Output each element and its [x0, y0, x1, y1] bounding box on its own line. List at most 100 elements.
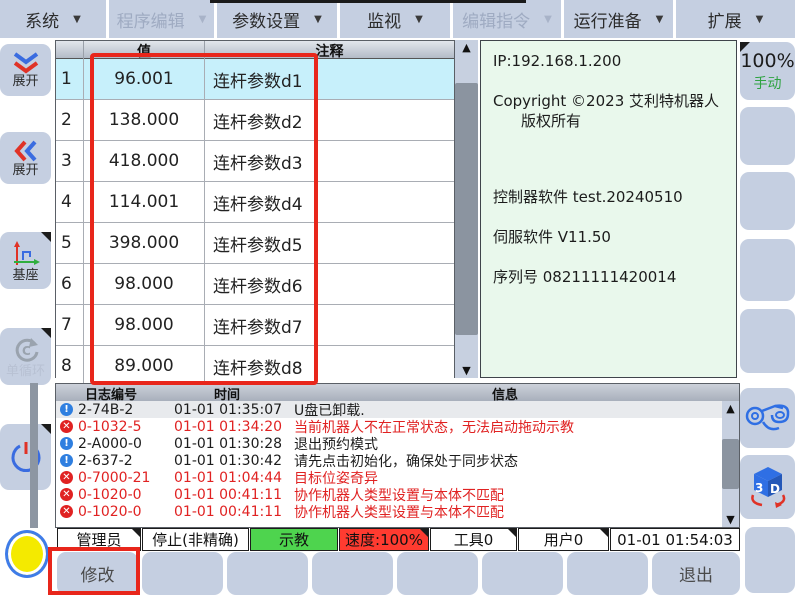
param-value[interactable]: 96.001: [84, 59, 205, 99]
row-index: 6: [56, 264, 84, 304]
log-time: 01-01 00:41:11: [174, 486, 283, 503]
table-row[interactable]: 7 98.000 连杆参数d7: [56, 305, 454, 346]
scrollbar-thumb[interactable]: [722, 439, 739, 489]
param-comment: 连杆参数d8: [213, 358, 303, 379]
base-coordinate-icon: [13, 240, 40, 265]
status-user-level[interactable]: 管理员: [57, 528, 141, 551]
view-3d-button[interactable]: 3 D: [740, 455, 795, 519]
log-message: 目标位姿奇异: [294, 470, 378, 487]
chevron-down-icon: ▼: [198, 13, 207, 25]
speed-mode-button[interactable]: 100% 手动: [740, 42, 795, 100]
log-row[interactable]: ! 2-A000-0 01-01 01:30:28 退出预约模式: [56, 435, 739, 453]
controller-software-version: 控制器软件 test.20240510: [493, 188, 683, 206]
param-value[interactable]: 398.000: [84, 223, 205, 263]
log-time: 01-01 01:04:44: [174, 469, 283, 486]
scrollbar-thumb[interactable]: [455, 83, 478, 335]
function-button-2[interactable]: [142, 552, 223, 595]
right-toolbar-button-empty-2[interactable]: [740, 172, 795, 230]
status-teach-mode[interactable]: 示教: [250, 528, 338, 551]
log-row[interactable]: ! 2-74B-2 01-01 01:35:07 U盘已卸载.: [56, 401, 739, 419]
menu-system[interactable]: 系统 ▼: [0, 0, 106, 38]
modify-button[interactable]: 修改: [57, 552, 138, 595]
log-row[interactable]: ! 2-637-2 01-01 01:30:42 请先点击初始化，确保处于同步状…: [56, 452, 739, 470]
function-button-4[interactable]: [312, 552, 393, 595]
param-value[interactable]: 98.000: [84, 264, 205, 304]
serial-number: 序列号 08211111420014: [493, 268, 677, 286]
scroll-up-icon[interactable]: ▲: [462, 41, 471, 54]
menu-label: 编辑指令: [462, 11, 531, 32]
base-frame-button[interactable]: 基座: [0, 232, 51, 289]
status-motion-state[interactable]: 停止(非精确): [142, 528, 249, 551]
param-value[interactable]: 98.000: [84, 305, 205, 345]
robot-hand-icon: [745, 404, 789, 431]
status-user-frame[interactable]: 用户0: [518, 528, 609, 551]
table-row[interactable]: 2 138.000 连杆参数d2: [56, 100, 454, 141]
function-button-5[interactable]: [397, 552, 478, 595]
status-datetime-label: 01-01 01:54:03: [617, 530, 733, 549]
table-row[interactable]: 8 89.000 连杆参数d8: [56, 346, 454, 387]
chevron-down-icon: ▼: [544, 13, 552, 25]
param-value[interactable]: 138.000: [84, 100, 205, 140]
log-scrollbar[interactable]: ▲ ▼: [722, 401, 739, 527]
log-header-time: 时间: [213, 388, 240, 403]
expand-left-button[interactable]: 展开: [0, 132, 51, 184]
scroll-down-icon[interactable]: ▼: [462, 364, 471, 377]
corner-options-icon: [132, 529, 140, 537]
3d-view-icon: 3 D: [750, 467, 785, 508]
row-index: 2: [56, 100, 84, 140]
power-button[interactable]: [0, 424, 51, 490]
chevron-down-icon: ▼: [755, 13, 764, 25]
log-message: 协作机器人类型设置与本体不匹配: [294, 504, 504, 521]
log-time: 01-01 01:34:20: [174, 418, 283, 435]
log-code: 0-1020-0: [78, 503, 142, 520]
status-tool[interactable]: 工具0: [430, 528, 517, 551]
log-header-code: 日志编号: [84, 388, 137, 403]
param-comment: 连杆参数d5: [213, 235, 303, 256]
function-button-7[interactable]: [567, 552, 648, 595]
power-icon: [11, 442, 40, 473]
function-button-3[interactable]: [227, 552, 308, 595]
chevron-down-icon: ▼: [655, 13, 664, 25]
double-chevron-left-icon: [13, 140, 36, 162]
table-row[interactable]: 1 96.001 连杆参数d1: [56, 59, 454, 100]
log-splitter-handle[interactable]: [30, 383, 38, 528]
right-toolbar-button-empty-5[interactable]: [745, 527, 795, 593]
expand-down-button[interactable]: 展开: [0, 44, 51, 96]
table-row[interactable]: 3 418.000 连杆参数d3: [56, 141, 454, 182]
table-row[interactable]: 6 98.000 连杆参数d6: [56, 264, 454, 305]
drag-teach-button[interactable]: [740, 388, 795, 448]
table-row[interactable]: 5 398.000 连杆参数d5: [56, 223, 454, 264]
log-row[interactable]: ✕ 0-7000-21 01-01 01:04:44 目标位姿奇异: [56, 469, 739, 487]
status-speed[interactable]: 速度:100%: [339, 528, 429, 551]
parameter-table-scrollbar[interactable]: ▲ ▼: [455, 40, 478, 378]
right-toolbar-button-empty-4[interactable]: [740, 309, 795, 373]
log-message: 当前机器人不在正常状态，无法启动拖动示教: [294, 419, 574, 436]
log-row[interactable]: ✕ 0-1020-0 01-01 00:41:11 协作机器人类型设置与本体不匹…: [56, 503, 739, 521]
parameter-table-header: 值 注释: [56, 41, 454, 61]
menu-run-prepare[interactable]: 运行准备 ▼: [564, 0, 673, 38]
row-index: 8: [56, 346, 84, 386]
param-value[interactable]: 114.001: [84, 182, 205, 222]
expand-down-label: 展开: [12, 74, 39, 89]
menu-extend[interactable]: 扩展 ▼: [676, 0, 795, 38]
log-row[interactable]: ✕ 0-1020-0 01-01 00:41:11 协作机器人类型设置与本体不匹…: [56, 486, 739, 504]
scroll-up-icon[interactable]: ▲: [726, 402, 735, 415]
menu-monitor[interactable]: 监视 ▼: [340, 0, 450, 38]
copyright-line2: 版权所有: [521, 112, 582, 130]
right-toolbar-button-empty-1[interactable]: [740, 107, 795, 165]
right-toolbar-button-empty-3[interactable]: [740, 239, 795, 301]
log-row[interactable]: ✕ 0-1032-5 01-01 01:34:20 当前机器人不在正常状态，无法…: [56, 418, 739, 436]
log-panel: 日志编号 时间 信息 ! 2-74B-2 01-01 01:35:07 U盘已卸…: [55, 383, 740, 528]
servo-status-lamp[interactable]: [5, 530, 49, 578]
log-code: 0-7000-21: [78, 469, 151, 486]
param-value[interactable]: 89.000: [84, 346, 205, 386]
exit-button[interactable]: 退出: [652, 552, 740, 595]
corner-options-icon: [508, 529, 516, 537]
table-row[interactable]: 4 114.001 连杆参数d4: [56, 182, 454, 223]
single-cycle-button[interactable]: C 单循环: [0, 328, 51, 385]
menu-parameter-settings[interactable]: 参数设置 ▼: [217, 0, 337, 38]
param-value[interactable]: 418.000: [84, 141, 205, 181]
function-button-6[interactable]: [482, 552, 563, 595]
header-value: 值: [84, 41, 205, 61]
scroll-down-icon[interactable]: ▼: [726, 513, 735, 526]
